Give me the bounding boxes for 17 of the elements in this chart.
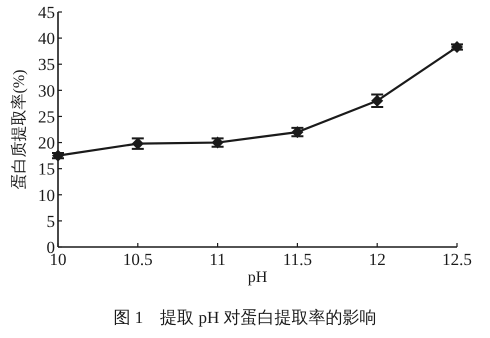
x-tick-label: 12.5 (442, 250, 472, 269)
x-tick-label: 12 (368, 250, 386, 269)
x-axis-title: pH (248, 269, 268, 286)
y-tick-label: 10 (38, 186, 55, 205)
x-tick-label: 10.5 (122, 250, 153, 269)
y-tick-label: 30 (38, 81, 55, 100)
y-axis-title: 蛋白质提取率(%) (10, 70, 28, 190)
y-tick-label: 25 (38, 107, 55, 126)
y-tick-label: 40 (38, 29, 55, 48)
y-tick-label: 45 (38, 3, 55, 22)
y-tick-label: 5 (46, 212, 55, 231)
y-tick-label: 35 (38, 55, 55, 74)
caption: 图 1 提取 pH 对蛋白提取率的影响 (113, 308, 377, 327)
x-tick-label: 11.5 (282, 250, 312, 269)
x-tick-label: 11 (209, 250, 226, 269)
y-tick-label: 20 (38, 134, 55, 153)
y-tick-label: 15 (38, 160, 55, 179)
